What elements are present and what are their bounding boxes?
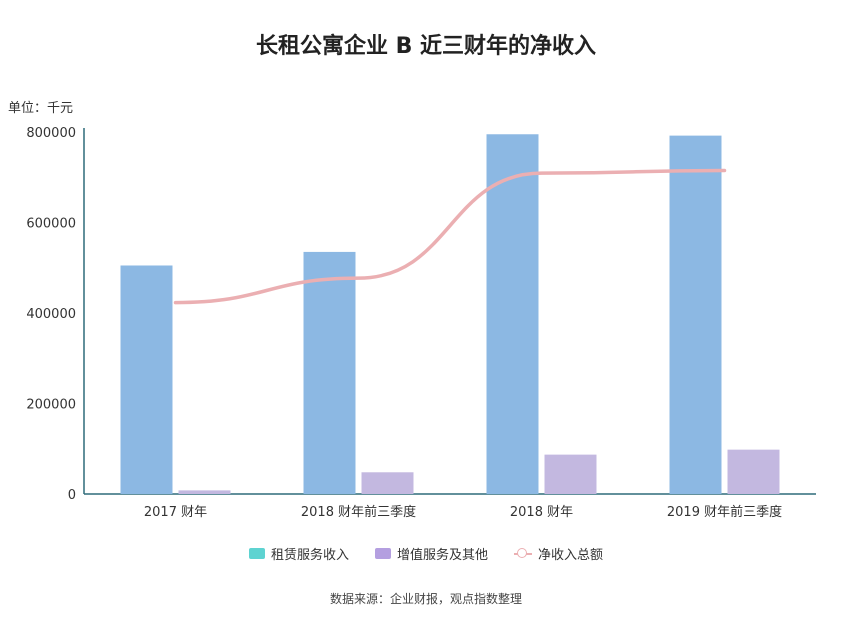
- x-tick-label: 2019 财年前三季度: [667, 504, 782, 520]
- bar-rental: [669, 135, 722, 494]
- legend-item-net-revenue[interactable]: 净收入总额: [514, 544, 603, 563]
- data-source-note: 数据来源：企业财报，观点指数整理: [329, 592, 522, 606]
- bar-value-added: [178, 490, 231, 494]
- y-tick-label: 800000: [26, 126, 76, 141]
- y-axis-unit-label: 单位：千元: [8, 101, 74, 116]
- y-tick-label: 0: [68, 488, 76, 503]
- bar-rental: [486, 134, 539, 494]
- net-revenue-line: [173, 168, 727, 305]
- legend-swatch-rental: [248, 548, 265, 559]
- legend-item-value-added[interactable]: 增值服务及其他: [374, 544, 488, 563]
- y-tick-label: 400000: [26, 307, 76, 322]
- bar-value-added: [361, 472, 414, 494]
- legend-label-net-revenue: 净收入总额: [538, 548, 604, 563]
- chart-title: 长租公寓企业 B 近三财年的净收入: [255, 34, 597, 59]
- x-tick-label: 2018 财年: [510, 505, 573, 520]
- y-tick-label: 600000: [26, 217, 76, 232]
- legend-swatch-value-added: [374, 548, 391, 559]
- x-tick-label: 2018 财年前三季度: [301, 504, 416, 520]
- legend-label-rental: 租赁服务收入: [270, 548, 349, 563]
- bar-rental: [303, 251, 356, 494]
- bar-value-added: [544, 454, 597, 494]
- bar-value-added: [727, 449, 780, 494]
- legend-item-rental[interactable]: 租赁服务收入: [248, 544, 349, 563]
- legend-swatch-net-revenue: [514, 547, 532, 561]
- chart-legend: 租赁服务收入 增值服务及其他 净收入总额: [0, 544, 852, 563]
- y-tick-label: 200000: [26, 398, 76, 413]
- bar-rental: [120, 265, 173, 494]
- legend-label-value-added: 增值服务及其他: [396, 548, 488, 563]
- x-tick-label: 2017 财年: [144, 505, 207, 520]
